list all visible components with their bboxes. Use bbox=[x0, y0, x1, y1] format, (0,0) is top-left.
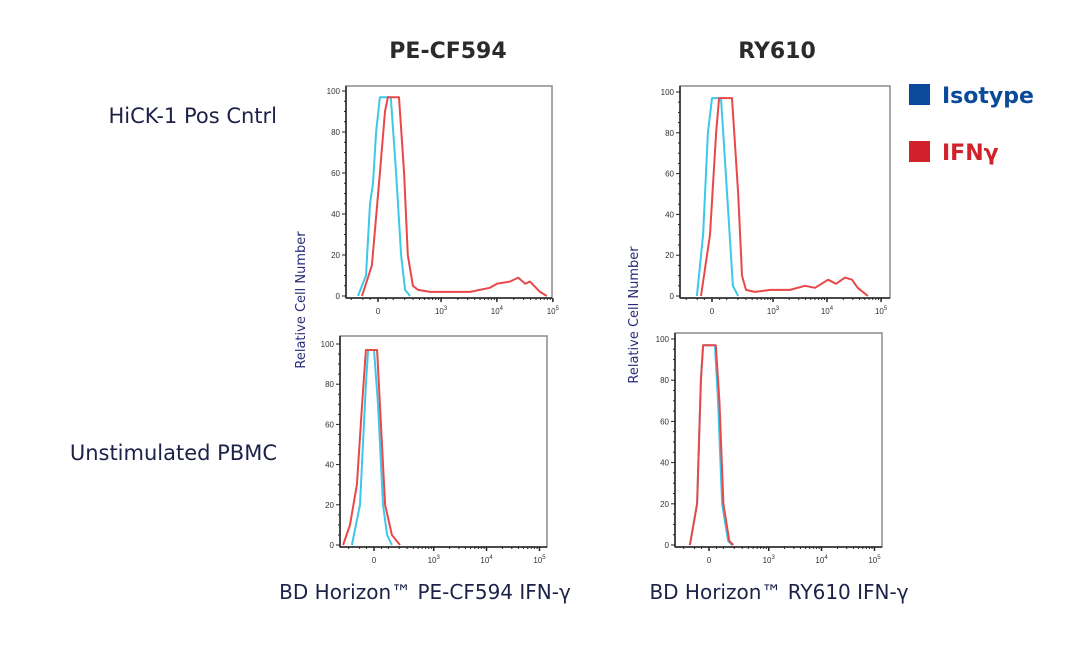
y-tick-label: 0 bbox=[665, 541, 670, 550]
x-axis-label-pe-cf594: BD Horizon™ PE-CF594 IFN-γ bbox=[279, 580, 571, 604]
histogram-panel: 0 20 40 60 80 100 0 103 104 105 bbox=[656, 332, 883, 565]
y-tick-label: 40 bbox=[325, 461, 334, 470]
x-tick-label: 103 bbox=[763, 555, 776, 565]
y-tick-label: 20 bbox=[665, 251, 674, 260]
y-tick-label: 100 bbox=[327, 87, 341, 96]
y-axis-label-right: Relative Cell Number bbox=[627, 246, 642, 384]
x-tick-label: 104 bbox=[491, 306, 504, 316]
series-line-ifng bbox=[688, 344, 735, 546]
x-tick-label: 105 bbox=[533, 555, 546, 565]
column-title-ry610: RY610 bbox=[738, 39, 816, 64]
legend-label-isotype: Isotype bbox=[942, 84, 1034, 109]
y-tick-label: 100 bbox=[321, 340, 335, 349]
x-tick-label: 0 bbox=[376, 307, 381, 316]
y-tick-label: 0 bbox=[670, 292, 675, 301]
legend-label-ifng: IFNγ bbox=[942, 141, 999, 166]
y-tick-label: 40 bbox=[331, 210, 340, 219]
y-tick-label: 20 bbox=[325, 501, 334, 510]
y-tick-label: 80 bbox=[325, 380, 334, 389]
y-tick-label: 80 bbox=[665, 129, 674, 138]
column-title-pe-cf594: PE-CF594 bbox=[389, 39, 506, 64]
x-tick-label: 105 bbox=[875, 306, 888, 316]
y-tick-label: 100 bbox=[661, 88, 675, 97]
series-line-ifng bbox=[342, 349, 401, 546]
y-tick-label: 60 bbox=[660, 417, 669, 426]
x-tick-label: 105 bbox=[868, 555, 881, 565]
y-tick-label: 40 bbox=[660, 459, 669, 468]
series-line-isotype bbox=[350, 349, 393, 546]
y-tick-label: 60 bbox=[331, 169, 340, 178]
histogram-panel: 0 20 40 60 80 100 0 103 104 105 bbox=[661, 85, 891, 316]
x-tick-label: 103 bbox=[767, 306, 780, 316]
x-tick-label: 0 bbox=[372, 556, 377, 565]
series-line-ifng bbox=[700, 97, 869, 297]
series-line-isotype bbox=[695, 97, 740, 297]
x-tick-label: 105 bbox=[547, 306, 560, 316]
x-tick-label: 0 bbox=[710, 307, 715, 316]
x-tick-label: 104 bbox=[821, 306, 834, 316]
legend-swatch-isotype bbox=[909, 84, 930, 105]
y-tick-label: 40 bbox=[665, 210, 674, 219]
plot-frame bbox=[679, 85, 891, 299]
x-tick-label: 0 bbox=[707, 556, 712, 565]
x-tick-label: 104 bbox=[815, 555, 828, 565]
y-tick-label: 0 bbox=[330, 541, 335, 550]
y-tick-label: 80 bbox=[331, 128, 340, 137]
histogram-panel: 0 20 40 60 80 100 0 103 104 105 bbox=[327, 85, 560, 316]
row-label-unstimulated: Unstimulated PBMC bbox=[70, 441, 277, 465]
y-tick-label: 100 bbox=[656, 335, 670, 344]
plot-frame bbox=[674, 332, 883, 548]
y-tick-label: 60 bbox=[325, 420, 334, 429]
series-line-isotype bbox=[357, 96, 411, 297]
x-tick-label: 103 bbox=[435, 306, 448, 316]
y-tick-label: 0 bbox=[336, 292, 341, 301]
histogram-panel: 0 20 40 60 80 100 0 103 104 105 bbox=[321, 335, 548, 565]
plot-frame bbox=[339, 335, 548, 548]
legend-swatch-ifng bbox=[909, 141, 930, 162]
y-tick-label: 20 bbox=[660, 500, 669, 509]
y-tick-label: 20 bbox=[331, 251, 340, 260]
y-tick-label: 80 bbox=[660, 376, 669, 385]
y-tick-label: 60 bbox=[665, 170, 674, 179]
x-tick-label: 104 bbox=[480, 555, 493, 565]
row-label-hick1: HiCK-1 Pos Cntrl bbox=[108, 104, 277, 128]
series-line-ifng bbox=[361, 96, 548, 297]
x-axis-label-ry610: BD Horizon™ RY610 IFN-γ bbox=[649, 580, 908, 604]
x-tick-label: 103 bbox=[428, 555, 441, 565]
y-axis-label-left: Relative Cell Number bbox=[294, 231, 309, 369]
